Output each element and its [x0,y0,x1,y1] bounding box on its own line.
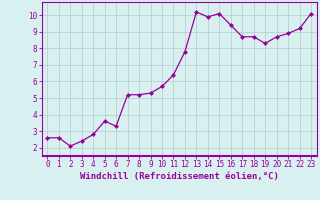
X-axis label: Windchill (Refroidissement éolien,°C): Windchill (Refroidissement éolien,°C) [80,172,279,181]
